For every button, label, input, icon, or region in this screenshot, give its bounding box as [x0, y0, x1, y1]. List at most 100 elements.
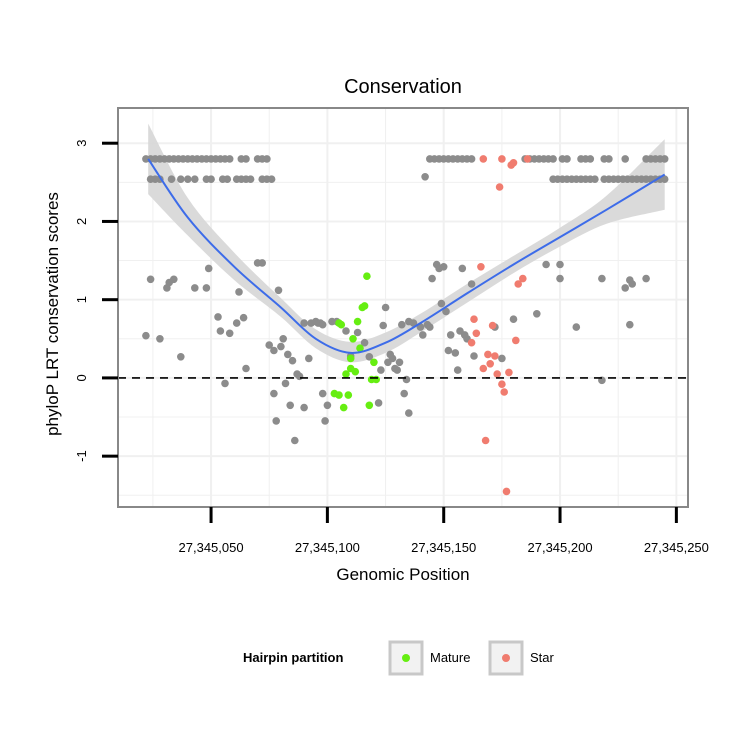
point-other: [365, 353, 374, 361]
point-mature: [351, 367, 360, 376]
point-other: [453, 366, 462, 374]
point-other: [426, 323, 434, 331]
point-other: [318, 389, 327, 398]
legend-swatch: [402, 654, 410, 662]
point-mature: [335, 391, 343, 399]
point-other: [556, 260, 564, 269]
point-other: [258, 259, 267, 267]
point-other: [377, 366, 385, 374]
point-other: [628, 280, 636, 288]
data-points: [142, 155, 669, 496]
point-other: [509, 315, 518, 324]
point-other: [286, 401, 295, 410]
point-other: [642, 274, 650, 283]
point-other: [232, 319, 241, 327]
point-other: [591, 175, 599, 183]
point-mature: [353, 317, 362, 326]
point-other: [660, 175, 669, 183]
point-other: [660, 155, 669, 163]
smooth-trend-line: [147, 158, 666, 354]
point-other: [242, 155, 250, 163]
legend-item-mature: Mature: [388, 640, 470, 676]
point-other: [267, 175, 276, 183]
point-other: [202, 284, 211, 292]
point-star: [479, 364, 488, 373]
y-tick-label: 3: [74, 140, 89, 147]
x-tick-label: 27,345,050: [179, 540, 244, 555]
point-other: [342, 327, 350, 335]
point-other: [191, 175, 199, 183]
point-star: [493, 370, 502, 378]
point-other: [605, 155, 613, 163]
point-other: [598, 274, 606, 283]
point-star: [491, 352, 499, 360]
x-tick-label: 27,345,200: [528, 540, 593, 555]
y-tick-label: 1: [74, 296, 89, 303]
point-other: [270, 389, 278, 398]
point-other: [225, 155, 234, 163]
point-mature: [360, 302, 369, 310]
smooth-confidence-band: [148, 123, 665, 363]
point-other: [374, 399, 383, 407]
y-tick-label: 2: [74, 218, 89, 225]
point-other: [291, 436, 299, 445]
point-other: [621, 155, 629, 163]
plot-area: [117, 107, 689, 508]
point-other: [167, 175, 176, 183]
point-other: [295, 372, 304, 381]
point-other: [542, 260, 550, 269]
point-star: [500, 388, 509, 396]
legend-label: Mature: [430, 650, 470, 665]
point-other: [318, 320, 327, 329]
point-other: [360, 338, 369, 347]
point-star: [472, 329, 481, 338]
point-other: [458, 264, 467, 273]
point-other: [381, 303, 390, 312]
y-axis-label: phyloP LRT conservation scores: [43, 192, 62, 436]
x-tick-label: 27,345,150: [411, 540, 476, 555]
point-other: [409, 319, 418, 327]
point-star: [523, 155, 532, 163]
point-star: [514, 280, 522, 288]
point-other: [451, 349, 460, 357]
point-other: [184, 175, 192, 183]
legend: Hairpin partition Mature Star: [243, 640, 555, 676]
point-other: [214, 313, 222, 321]
point-other: [281, 379, 290, 388]
x-tick-label: 27,345,250: [644, 540, 709, 555]
point-mature: [344, 391, 353, 399]
point-other: [437, 299, 446, 308]
point-star: [470, 315, 478, 324]
point-other: [300, 403, 308, 412]
legend-label: Star: [530, 650, 555, 665]
point-other: [439, 263, 448, 271]
point-other: [279, 335, 288, 343]
point-other: [235, 288, 243, 296]
point-other: [498, 354, 506, 363]
point-other: [321, 417, 329, 425]
x-tick-label: 27,345,100: [295, 540, 360, 555]
y-tick-label: -1: [74, 450, 89, 462]
point-other: [246, 175, 255, 183]
point-star: [467, 338, 476, 347]
point-other: [556, 274, 564, 283]
point-other: [533, 310, 541, 318]
point-other: [191, 284, 199, 292]
series-mature: [330, 272, 381, 412]
point-other: [263, 155, 271, 163]
point-other: [395, 358, 404, 367]
point-other: [225, 329, 234, 338]
point-star: [509, 159, 518, 167]
point-star: [512, 336, 520, 345]
point-star: [479, 155, 488, 163]
point-mature: [365, 401, 374, 410]
point-other: [467, 280, 476, 288]
point-other: [242, 364, 250, 373]
point-other: [621, 284, 629, 292]
point-other: [272, 417, 281, 425]
point-other: [216, 327, 225, 335]
point-other: [177, 353, 185, 361]
point-other: [626, 320, 634, 329]
point-other: [270, 346, 278, 355]
